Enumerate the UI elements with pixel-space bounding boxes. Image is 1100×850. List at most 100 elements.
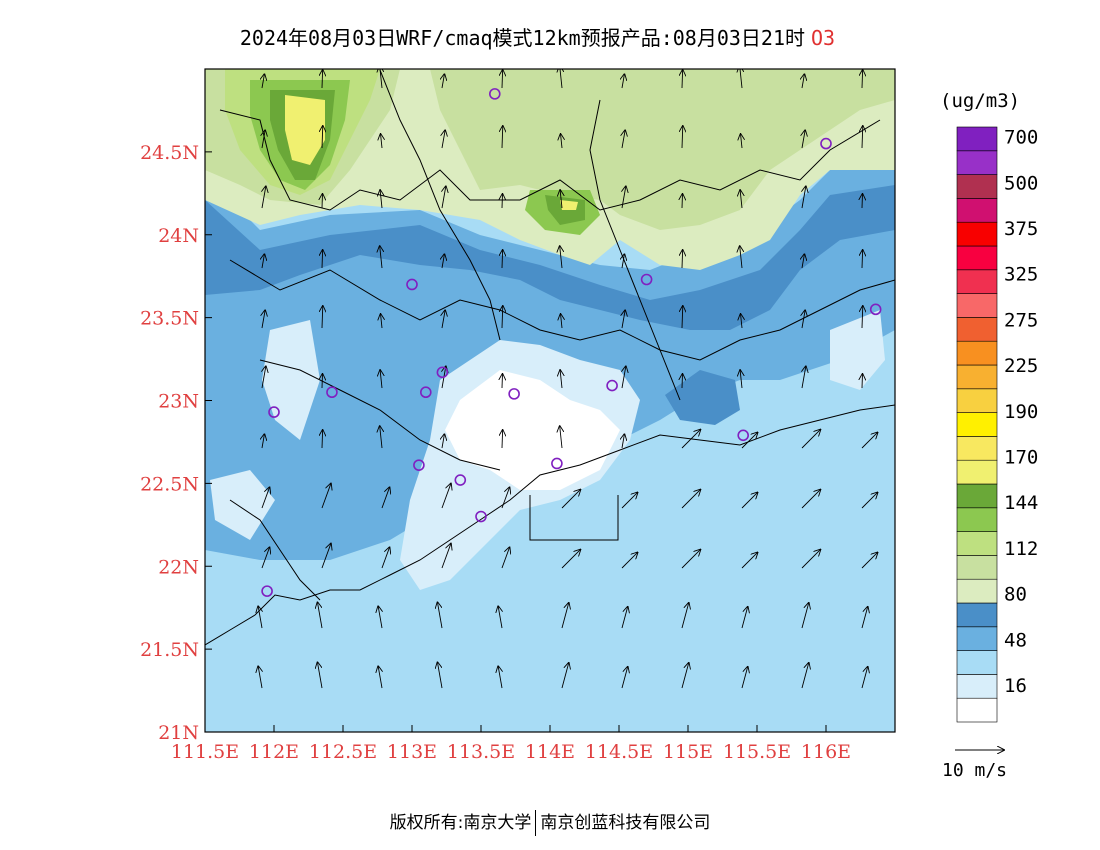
reference-vector-label: 10 m/s <box>942 760 1008 781</box>
wind-vector <box>922 430 940 448</box>
station-marker <box>454 474 467 486</box>
lat-tick-label: 24N <box>158 225 199 247</box>
wind-vector <box>442 254 444 269</box>
wind-vector <box>561 603 569 629</box>
wind-vector <box>501 547 510 569</box>
wind-vector <box>442 74 444 89</box>
wind-vector <box>622 130 625 149</box>
lat-tick-label: 21N <box>158 722 199 744</box>
colorbar-label: 500 <box>1004 172 1038 194</box>
wind-vector <box>682 126 683 149</box>
wind-vector <box>380 69 382 89</box>
lon-tick-label: 114.5E <box>585 741 653 763</box>
wind-vector <box>561 314 562 329</box>
colorbar-swatch <box>956 221 998 247</box>
colorbar-swatch <box>956 555 998 580</box>
copyright-separator <box>535 810 537 836</box>
title-species: O3 <box>811 26 836 50</box>
colorbar-swatch <box>956 650 998 675</box>
wind-vector <box>378 606 382 629</box>
wind-vector <box>437 602 443 629</box>
colorbar-swatch <box>956 507 998 532</box>
colorbar-swatch <box>956 198 998 223</box>
wind-vector <box>321 484 331 509</box>
wind-vector <box>802 130 805 149</box>
colorbar <box>956 126 998 723</box>
wind-vector <box>560 370 562 389</box>
wind-vector <box>498 606 502 629</box>
wind-vector <box>922 663 929 688</box>
wind-vector <box>321 544 331 569</box>
wind-vector <box>441 544 451 569</box>
station-marker <box>413 459 425 471</box>
wind-vector <box>561 550 580 569</box>
lat-tick-label: 23N <box>158 391 199 413</box>
station-marker <box>606 379 618 392</box>
station-marker <box>436 366 449 379</box>
wind-vectors <box>258 69 940 689</box>
wind-vector <box>442 186 446 209</box>
colorbar-label: 700 <box>1004 127 1038 149</box>
wind-vector <box>862 126 863 149</box>
wind-vector <box>380 246 382 269</box>
wind-vector <box>560 190 562 209</box>
wind-vector <box>560 246 562 269</box>
wind-vector <box>498 666 502 689</box>
wind-vector <box>681 663 689 689</box>
title-text: 2024年08月03日WRF/cmaq模式12km预报产品:08月03日21时 <box>239 26 805 50</box>
colorbar-label: 375 <box>1004 218 1038 240</box>
wind-vector <box>441 484 451 509</box>
lat-tick-label: 22.5N <box>140 473 199 495</box>
lat-tick-label: 24.5N <box>140 142 199 164</box>
wind-vector <box>261 487 270 509</box>
wind-vector <box>802 254 804 269</box>
lon-tick-label: 113E <box>387 741 437 763</box>
station-marker <box>488 88 501 100</box>
wind-vector <box>802 186 806 209</box>
colorbar-swatch <box>956 436 998 461</box>
wind-vector <box>381 314 382 329</box>
wind-vector <box>920 370 922 388</box>
wind-vector <box>922 490 940 508</box>
wind-vector <box>322 250 323 269</box>
wind-vector <box>801 430 820 449</box>
lon-tick-label: 112E <box>249 741 299 763</box>
station-marker <box>508 388 520 400</box>
wind-vector <box>681 603 689 629</box>
wind-vector <box>801 550 820 569</box>
colorbar-label: 325 <box>1004 264 1038 286</box>
wind-vector <box>380 190 382 209</box>
wind-vector <box>621 667 628 689</box>
wind-vector <box>622 74 624 89</box>
station-marker <box>475 510 487 523</box>
lat-tick-label: 22N <box>158 556 199 578</box>
colorbar-swatch <box>956 674 998 699</box>
wind-vector <box>861 667 868 689</box>
lon-tick-label: 115E <box>663 741 713 763</box>
wind-vector <box>681 430 700 449</box>
colorbar-label: 170 <box>1004 447 1038 469</box>
wind-vector <box>801 603 809 629</box>
wind-vector <box>920 190 922 208</box>
colorbar-swatch <box>956 174 998 199</box>
colorbar-swatch <box>956 412 998 437</box>
wind-vector <box>740 69 742 89</box>
wind-vector <box>621 552 638 569</box>
station-marker <box>268 406 280 418</box>
colorbar-label: 144 <box>1004 492 1038 514</box>
colorbar-label: 112 <box>1004 538 1038 560</box>
wind-vector <box>262 434 264 449</box>
wind-vector <box>502 430 503 449</box>
colorbar-swatch <box>956 626 998 651</box>
colorbar-swatch <box>956 388 998 413</box>
wind-vector <box>862 250 863 269</box>
map-title: 2024年08月03日WRF/cmaq模式12km预报产品:08月03日21时 O… <box>0 22 1075 51</box>
wind-vector <box>322 126 323 149</box>
wind-vector <box>262 130 265 149</box>
colorbar-label: 225 <box>1004 355 1038 377</box>
wind-vector <box>502 70 503 89</box>
wind-vector <box>861 552 878 569</box>
wind-vector <box>622 366 626 389</box>
colorbar-swatch <box>956 340 998 366</box>
wind-vector <box>861 432 878 449</box>
